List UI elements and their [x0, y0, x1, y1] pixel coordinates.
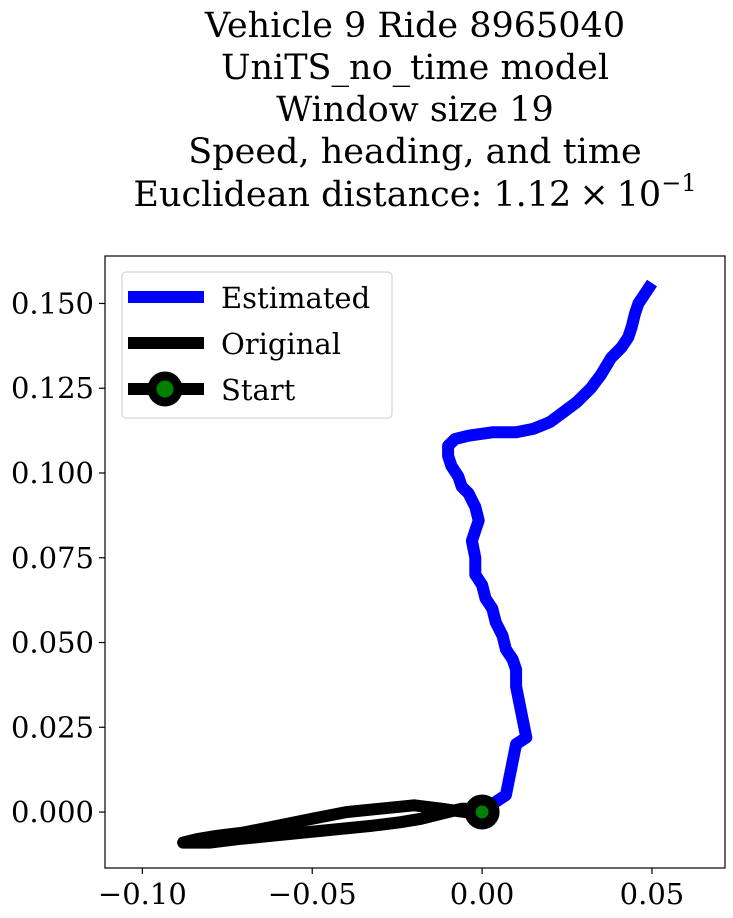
y-tick-label: 0.150 [11, 286, 94, 320]
x-tick-label: −0.05 [268, 877, 357, 911]
title-line-3: Window size 19 [276, 90, 554, 130]
y-tick-label: 0.100 [11, 456, 94, 490]
legend-frame [121, 271, 393, 419]
y-tick-label: 0.075 [11, 541, 94, 575]
title-metric-times: × [579, 175, 608, 215]
legend: Estimated Original Start [121, 271, 393, 419]
x-tick-label: −0.10 [98, 877, 187, 911]
title-metric-exponent: −1 [661, 169, 696, 197]
y-tick-label: 0.125 [11, 371, 94, 405]
series-line-estimated [442, 279, 657, 817]
legend-entry-original: Original [128, 327, 341, 361]
title-line-4: Speed, heading, and time [188, 132, 641, 172]
y-tick-label: 0.050 [11, 626, 94, 660]
chart-title: Vehicle 9 Ride 8965040 UniTS_no_time mod… [133, 6, 696, 215]
series-line-original [177, 799, 484, 849]
title-metric-prefix: Euclidean distance: 1.12 [133, 175, 571, 215]
title-line-5: Euclidean distance: 1.12 × 10−1 [133, 169, 696, 215]
x-tick-label: 0.00 [450, 877, 515, 911]
legend-swatch-start-marker [147, 371, 183, 407]
start-marker [464, 794, 500, 830]
y-tick-label: 0.000 [11, 795, 94, 829]
title-line-2: UniTS_no_time model [221, 48, 609, 88]
legend-entry-estimated: Estimated [128, 281, 370, 315]
x-tick-label: 0.05 [620, 877, 685, 911]
title-line-1: Vehicle 9 Ride 8965040 [204, 6, 625, 46]
plot-area [177, 279, 657, 849]
title-metric-base: 10 [617, 175, 662, 215]
legend-entry-start: Start [128, 371, 296, 407]
y-axis: 0.000 0.025 0.050 0.075 0.100 0.125 0.150 [11, 286, 105, 829]
legend-label-start: Start [221, 373, 296, 407]
legend-label-original: Original [221, 327, 341, 361]
y-tick-label: 0.025 [11, 710, 94, 744]
x-axis: −0.10 −0.05 0.00 0.05 [98, 868, 684, 911]
plot-frame [104, 255, 726, 869]
legend-label-estimated: Estimated [221, 281, 370, 315]
